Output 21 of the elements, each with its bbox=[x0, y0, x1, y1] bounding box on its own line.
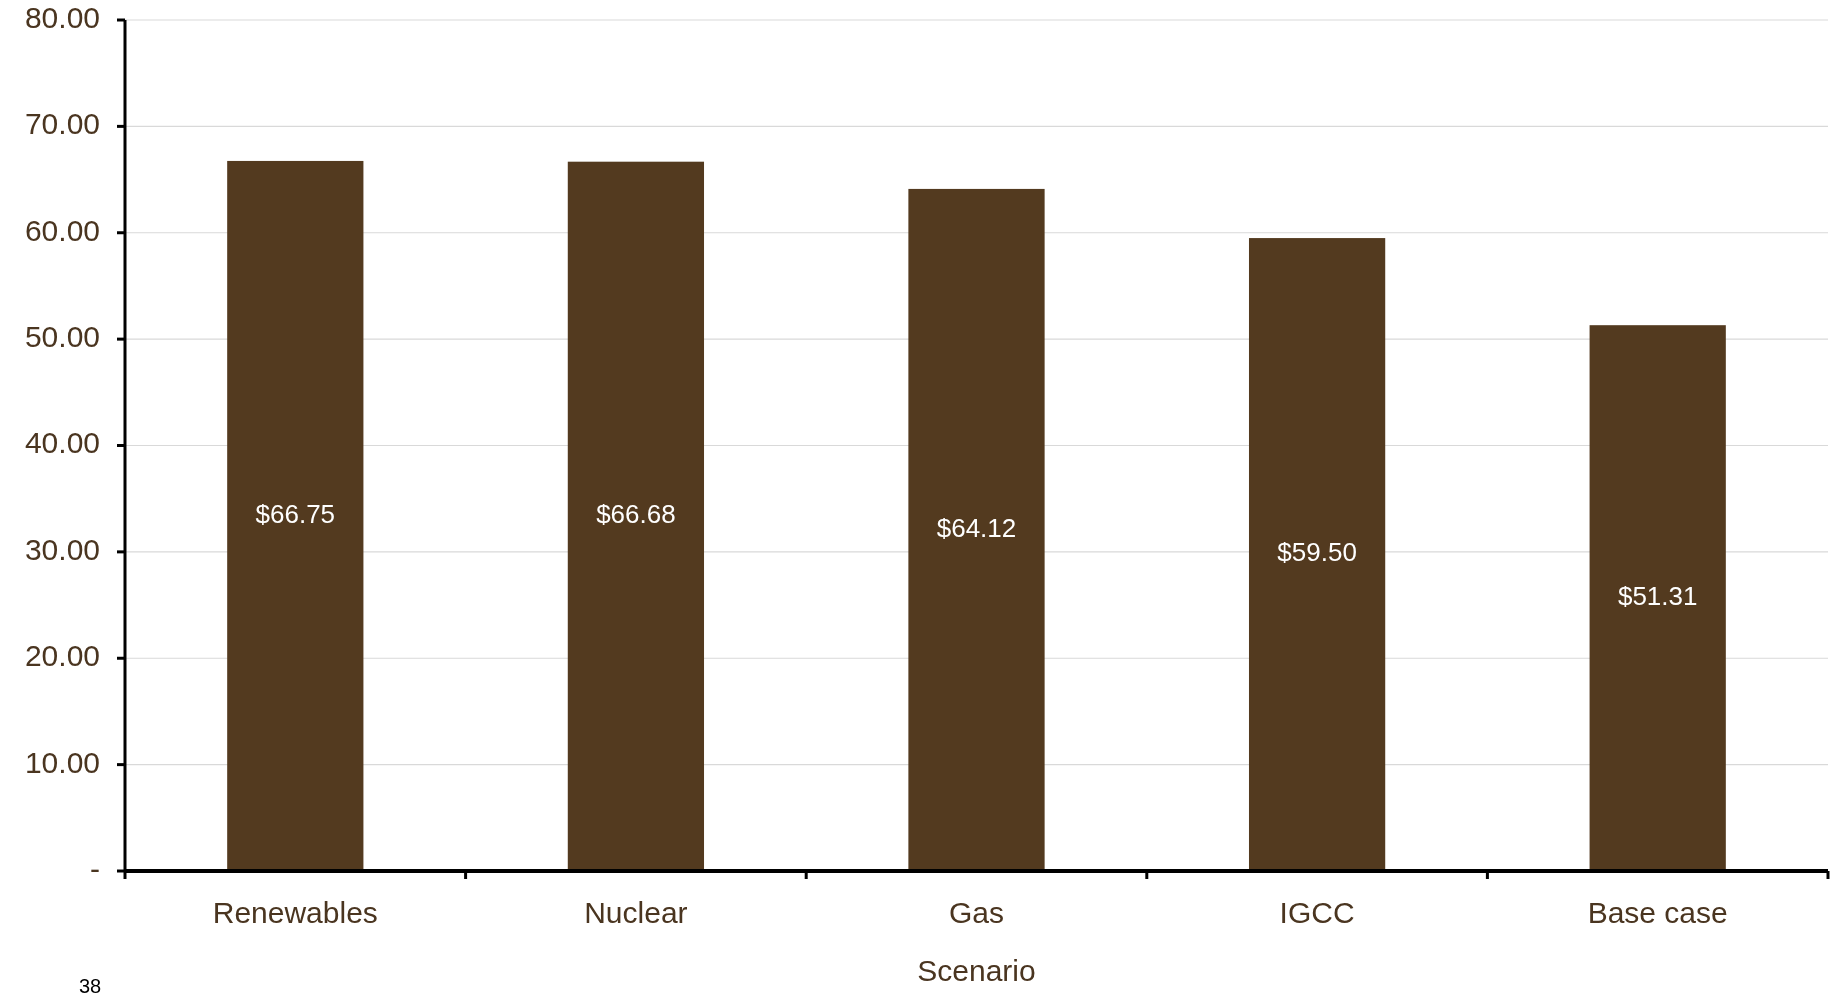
y-tick-label: 40.00 bbox=[24, 426, 100, 460]
y-tick-label: 80.00 bbox=[24, 0, 100, 34]
y-tick-label: 60.00 bbox=[24, 213, 100, 247]
y-tick-label: 10.00 bbox=[24, 745, 100, 779]
x-tick-label: Renewables bbox=[212, 896, 378, 929]
data-label: $64.12 bbox=[936, 512, 1017, 543]
x-tick-label: IGCC bbox=[1279, 896, 1355, 929]
x-axis-title: Scenario bbox=[917, 954, 1036, 987]
y-tick-label: 70.00 bbox=[24, 107, 100, 141]
x-tick-label: Nuclear bbox=[584, 896, 688, 929]
data-label: $66.75 bbox=[255, 498, 336, 529]
data-label: $66.68 bbox=[596, 499, 676, 530]
text: 38 bbox=[78, 975, 102, 997]
data-label: $51.31 bbox=[1617, 580, 1698, 611]
y-tick-label: - bbox=[90, 851, 100, 885]
data-label: $59.50 bbox=[1277, 537, 1357, 568]
x-tick-label: Base case bbox=[1587, 896, 1728, 929]
y-tick-label: 50.00 bbox=[24, 320, 100, 354]
y-tick-label: 30.00 bbox=[24, 532, 100, 566]
x-tick-label: Gas bbox=[948, 896, 1005, 929]
y-tick-label: 20.00 bbox=[24, 639, 100, 673]
